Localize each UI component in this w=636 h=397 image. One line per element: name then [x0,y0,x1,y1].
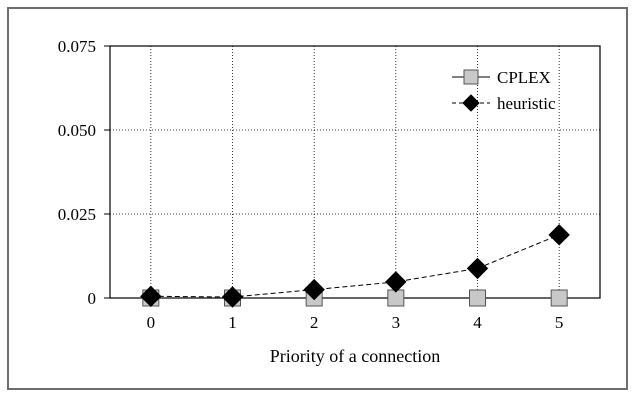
x-tick-label: 3 [392,313,401,332]
legend: CPLEX heuristic [452,68,556,113]
legend-label-cplex: CPLEX [497,68,551,87]
data-point-heuristic [221,286,244,308]
grid [110,46,600,298]
series-line-heuristic [150,234,560,298]
data-point-heuristic [548,224,570,246]
x-tick-label: 2 [310,313,319,332]
data-point-cplex [469,289,486,307]
legend-marker-cplex [463,69,479,85]
x-axis-label: Priority of a connection [270,346,440,366]
x-tick-label: 1 [228,313,237,332]
data-point-cplex [550,289,568,307]
x-tick-label: 4 [473,313,482,332]
y-tick-label: 0.075 [58,37,96,56]
plot-area [109,45,601,299]
legend-label-heuristic: heuristic [497,94,556,113]
x-tick-label: 5 [555,313,564,332]
data-point-heuristic [303,278,325,301]
x-tick-label: 0 [147,313,156,332]
data-point-heuristic [385,271,407,293]
y-tick-label: 0.025 [58,205,96,224]
series-layer [140,224,570,308]
axes: 0 0.025 0.050 0.075 0 1 2 3 4 5 [58,37,564,332]
data-point-heuristic [140,285,162,308]
legend-marker-heuristic [462,94,480,112]
y-tick-label: 0 [88,289,97,308]
data-point-heuristic [466,257,489,280]
y-tick-label: 0.050 [58,121,96,140]
